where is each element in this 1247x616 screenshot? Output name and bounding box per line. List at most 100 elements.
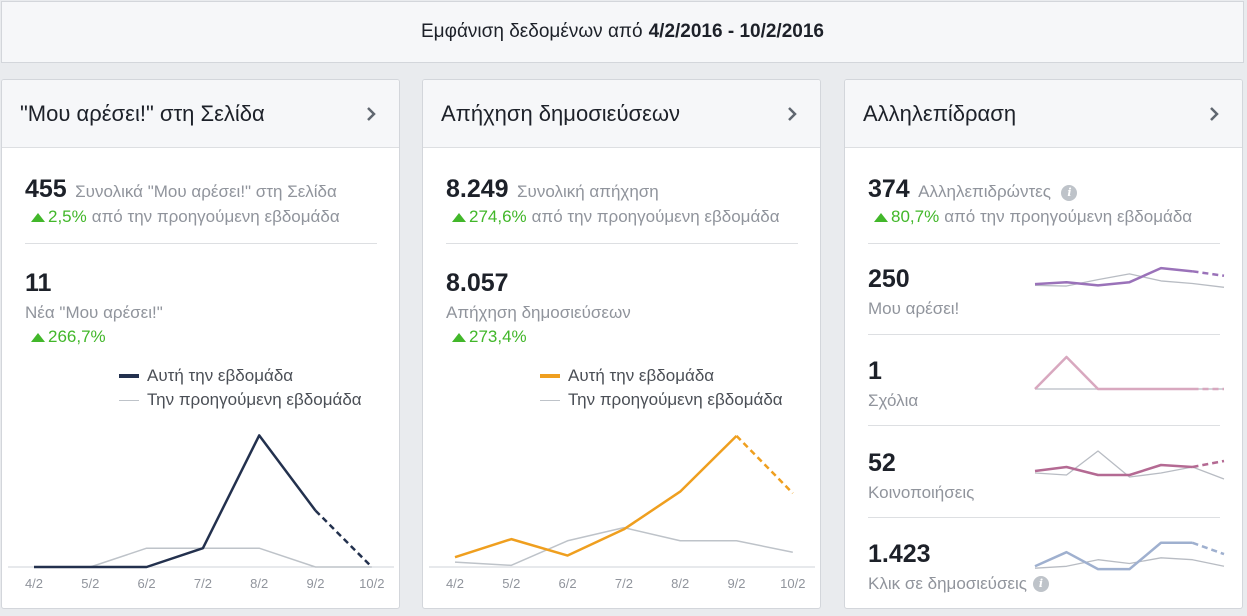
x-tick-label: 7/2 <box>615 576 633 591</box>
new-likes-value: 11 <box>25 269 52 297</box>
sparkline-this-week-projected-segment <box>1192 270 1225 278</box>
sparkline-this-week-projected-segment <box>1192 459 1225 469</box>
reach-chart-legend: Αυτή την εβδομάδα Την προηγούμενη εβδομά… <box>540 364 783 412</box>
metric-likes-value: 250 <box>868 265 910 293</box>
x-tick-label: 4/2 <box>446 576 464 591</box>
post-reach-card: Απήχηση δημοσιεύσεων 8.249 Συνολική απήχ… <box>422 79 821 609</box>
likes-chart-legend: Αυτή την εβδομάδα Την προηγούμενη εβδομά… <box>119 364 362 412</box>
x-tick-label: 6/2 <box>559 576 577 591</box>
legend-label-current: Αυτή την εβδομάδα <box>147 366 294 385</box>
sparkline-this-week <box>1034 266 1193 287</box>
post-reach-value: 8.057 <box>446 269 509 297</box>
metric-comments-sparkline <box>1034 355 1224 391</box>
engaged-users-delta: 80,7% από την προηγούμενη εβδομάδα <box>874 207 1192 227</box>
sparkline-this-week-projected-segment <box>1192 541 1225 556</box>
sparkline-previous-week <box>1034 557 1225 569</box>
metric-likes-sparkline <box>1034 266 1225 288</box>
new-likes-delta: 266,7% <box>31 327 106 347</box>
post-reach-card-header[interactable]: Απήχηση δημοσιεύσεων <box>423 80 820 148</box>
total-likes-delta: 2,5% από την προηγούμενη εβδομάδα <box>31 207 340 227</box>
x-tick-label: 9/2 <box>306 576 324 591</box>
legend-label-previous: Την προηγούμενη εβδομάδα <box>147 390 362 409</box>
series-this-week-line <box>454 434 738 559</box>
metric-comments-label: Σχόλια <box>868 391 919 410</box>
legend-item-current: Αυτή την εβδομάδα <box>540 364 783 388</box>
total-reach-stat: 8.249 Συνολική απήχηση <box>446 175 659 204</box>
post-reach-chart: 4/2 5/2 6/2 7/2 8/2 9/2 10/2 <box>429 434 815 591</box>
x-tick-label: 4/2 <box>25 576 43 591</box>
up-arrow-icon <box>31 332 45 342</box>
total-likes-label: Συνολικά "Μου αρέσει!" στη Σελίδα <box>75 182 337 201</box>
series-previous-week-line <box>454 526 793 567</box>
post-reach-delta: 273,4% <box>452 327 527 347</box>
series-this-week-line-projected-segment <box>735 434 794 495</box>
divider <box>25 243 377 244</box>
chevron-right-icon[interactable] <box>782 104 802 124</box>
legend-item-previous: Την προηγούμενη εβδομάδα <box>119 388 362 412</box>
divider <box>868 334 1220 335</box>
x-tick-label: 9/2 <box>727 576 745 591</box>
total-reach-delta-value: 274,6% <box>469 207 527 226</box>
total-reach-value: 8.249 <box>446 175 509 203</box>
divider <box>868 425 1220 426</box>
engagement-card-header[interactable]: Αλληλεπίδραση <box>845 80 1242 148</box>
chevron-right-icon[interactable] <box>361 104 381 124</box>
divider <box>868 243 1220 244</box>
up-arrow-icon <box>874 212 888 222</box>
up-arrow-icon <box>452 212 466 222</box>
chevron-right-icon[interactable] <box>1204 104 1224 124</box>
metric-shares-value: 52 <box>868 449 896 477</box>
x-tick-label: 5/2 <box>81 576 99 591</box>
legend-label-current: Αυτή την εβδομάδα <box>568 366 715 385</box>
post-reach-label: Απήχηση δημοσιεύσεων <box>446 303 631 322</box>
metric-clicks-label-row: Κλικ σε δημοσιεύσεις i <box>868 574 1049 594</box>
sparkline-previous-week <box>1034 273 1225 288</box>
metric-shares-sparkline <box>1034 450 1225 480</box>
banner-prefix: Εμφάνιση δεδομένων από <box>421 21 643 42</box>
total-reach-label: Συνολική απήχηση <box>517 182 659 201</box>
total-reach-delta: 274,6% από την προηγούμενη εβδομάδα <box>452 207 780 227</box>
sparkline-this-week <box>1034 541 1193 571</box>
legend-swatch-current <box>540 374 560 378</box>
divider <box>446 243 798 244</box>
legend-swatch-previous <box>540 399 560 401</box>
delta-suffix: από την προηγούμενη εβδομάδα <box>944 207 1193 226</box>
new-likes-delta-value: 266,7% <box>48 327 106 346</box>
metric-clicks-value: 1.423 <box>868 540 931 568</box>
x-tick-label: 6/2 <box>138 576 156 591</box>
up-arrow-icon <box>31 212 45 222</box>
total-likes-delta-value: 2,5% <box>48 207 87 226</box>
legend-item-current: Αυτή την εβδομάδα <box>119 364 362 388</box>
banner-date-range: 4/2/2016 - 10/2/2016 <box>648 21 824 42</box>
legend-swatch-current <box>119 374 139 378</box>
x-tick-label: 10/2 <box>780 576 805 591</box>
metric-shares-label: Κοινοποιήσεις <box>868 483 975 502</box>
page-likes-chart: 4/2 5/2 6/2 7/2 8/2 9/2 10/2 <box>8 434 394 591</box>
legend-label-previous: Την προηγούμενη εβδομάδα <box>568 390 783 409</box>
legend-item-previous: Την προηγούμενη εβδομάδα <box>540 388 783 412</box>
engaged-users-label: Αλληλεπιδρώντες <box>918 182 1051 201</box>
metric-clicks-label: Κλικ σε δημοσιεύσεις <box>868 574 1027 593</box>
post-reach-card-title: Απήχηση δημοσιεύσεων <box>441 100 681 126</box>
series-this-week-line-projected-segment <box>314 509 373 568</box>
x-tick-label: 8/2 <box>250 576 268 591</box>
engaged-users-stat: 374 Αλληλεπιδρώντες i <box>868 175 1078 204</box>
divider <box>868 517 1220 518</box>
post-reach-delta-value: 273,4% <box>469 327 527 346</box>
info-icon[interactable]: i <box>1061 184 1078 201</box>
engaged-users-value: 374 <box>868 175 910 203</box>
series-this-week-line <box>34 434 317 569</box>
date-range-banner: Εμφάνιση δεδομένων από 4/2/2016 - 10/2/2… <box>1 1 1244 63</box>
page-likes-card-title: "Μου αρέσει!" στη Σελίδα <box>20 100 265 126</box>
new-likes-label: Νέα "Μου αρέσει!" <box>25 303 163 322</box>
series-previous-week-line <box>34 547 372 568</box>
engagement-card: Αλληλεπίδραση 374 Αλληλεπιδρώντες i 80,7… <box>844 79 1243 609</box>
total-likes-value: 455 <box>25 175 67 203</box>
metric-clicks-sparkline <box>1034 541 1225 571</box>
metric-likes-label: Μου αρέσει! <box>868 299 960 318</box>
engagement-card-title: Αλληλεπίδραση <box>863 100 1017 126</box>
engaged-users-delta-value: 80,7% <box>891 207 940 226</box>
info-icon[interactable]: i <box>1033 576 1049 592</box>
metric-comments-value: 1 <box>868 357 882 385</box>
page-likes-card-header[interactable]: "Μου αρέσει!" στη Σελίδα <box>2 80 399 148</box>
